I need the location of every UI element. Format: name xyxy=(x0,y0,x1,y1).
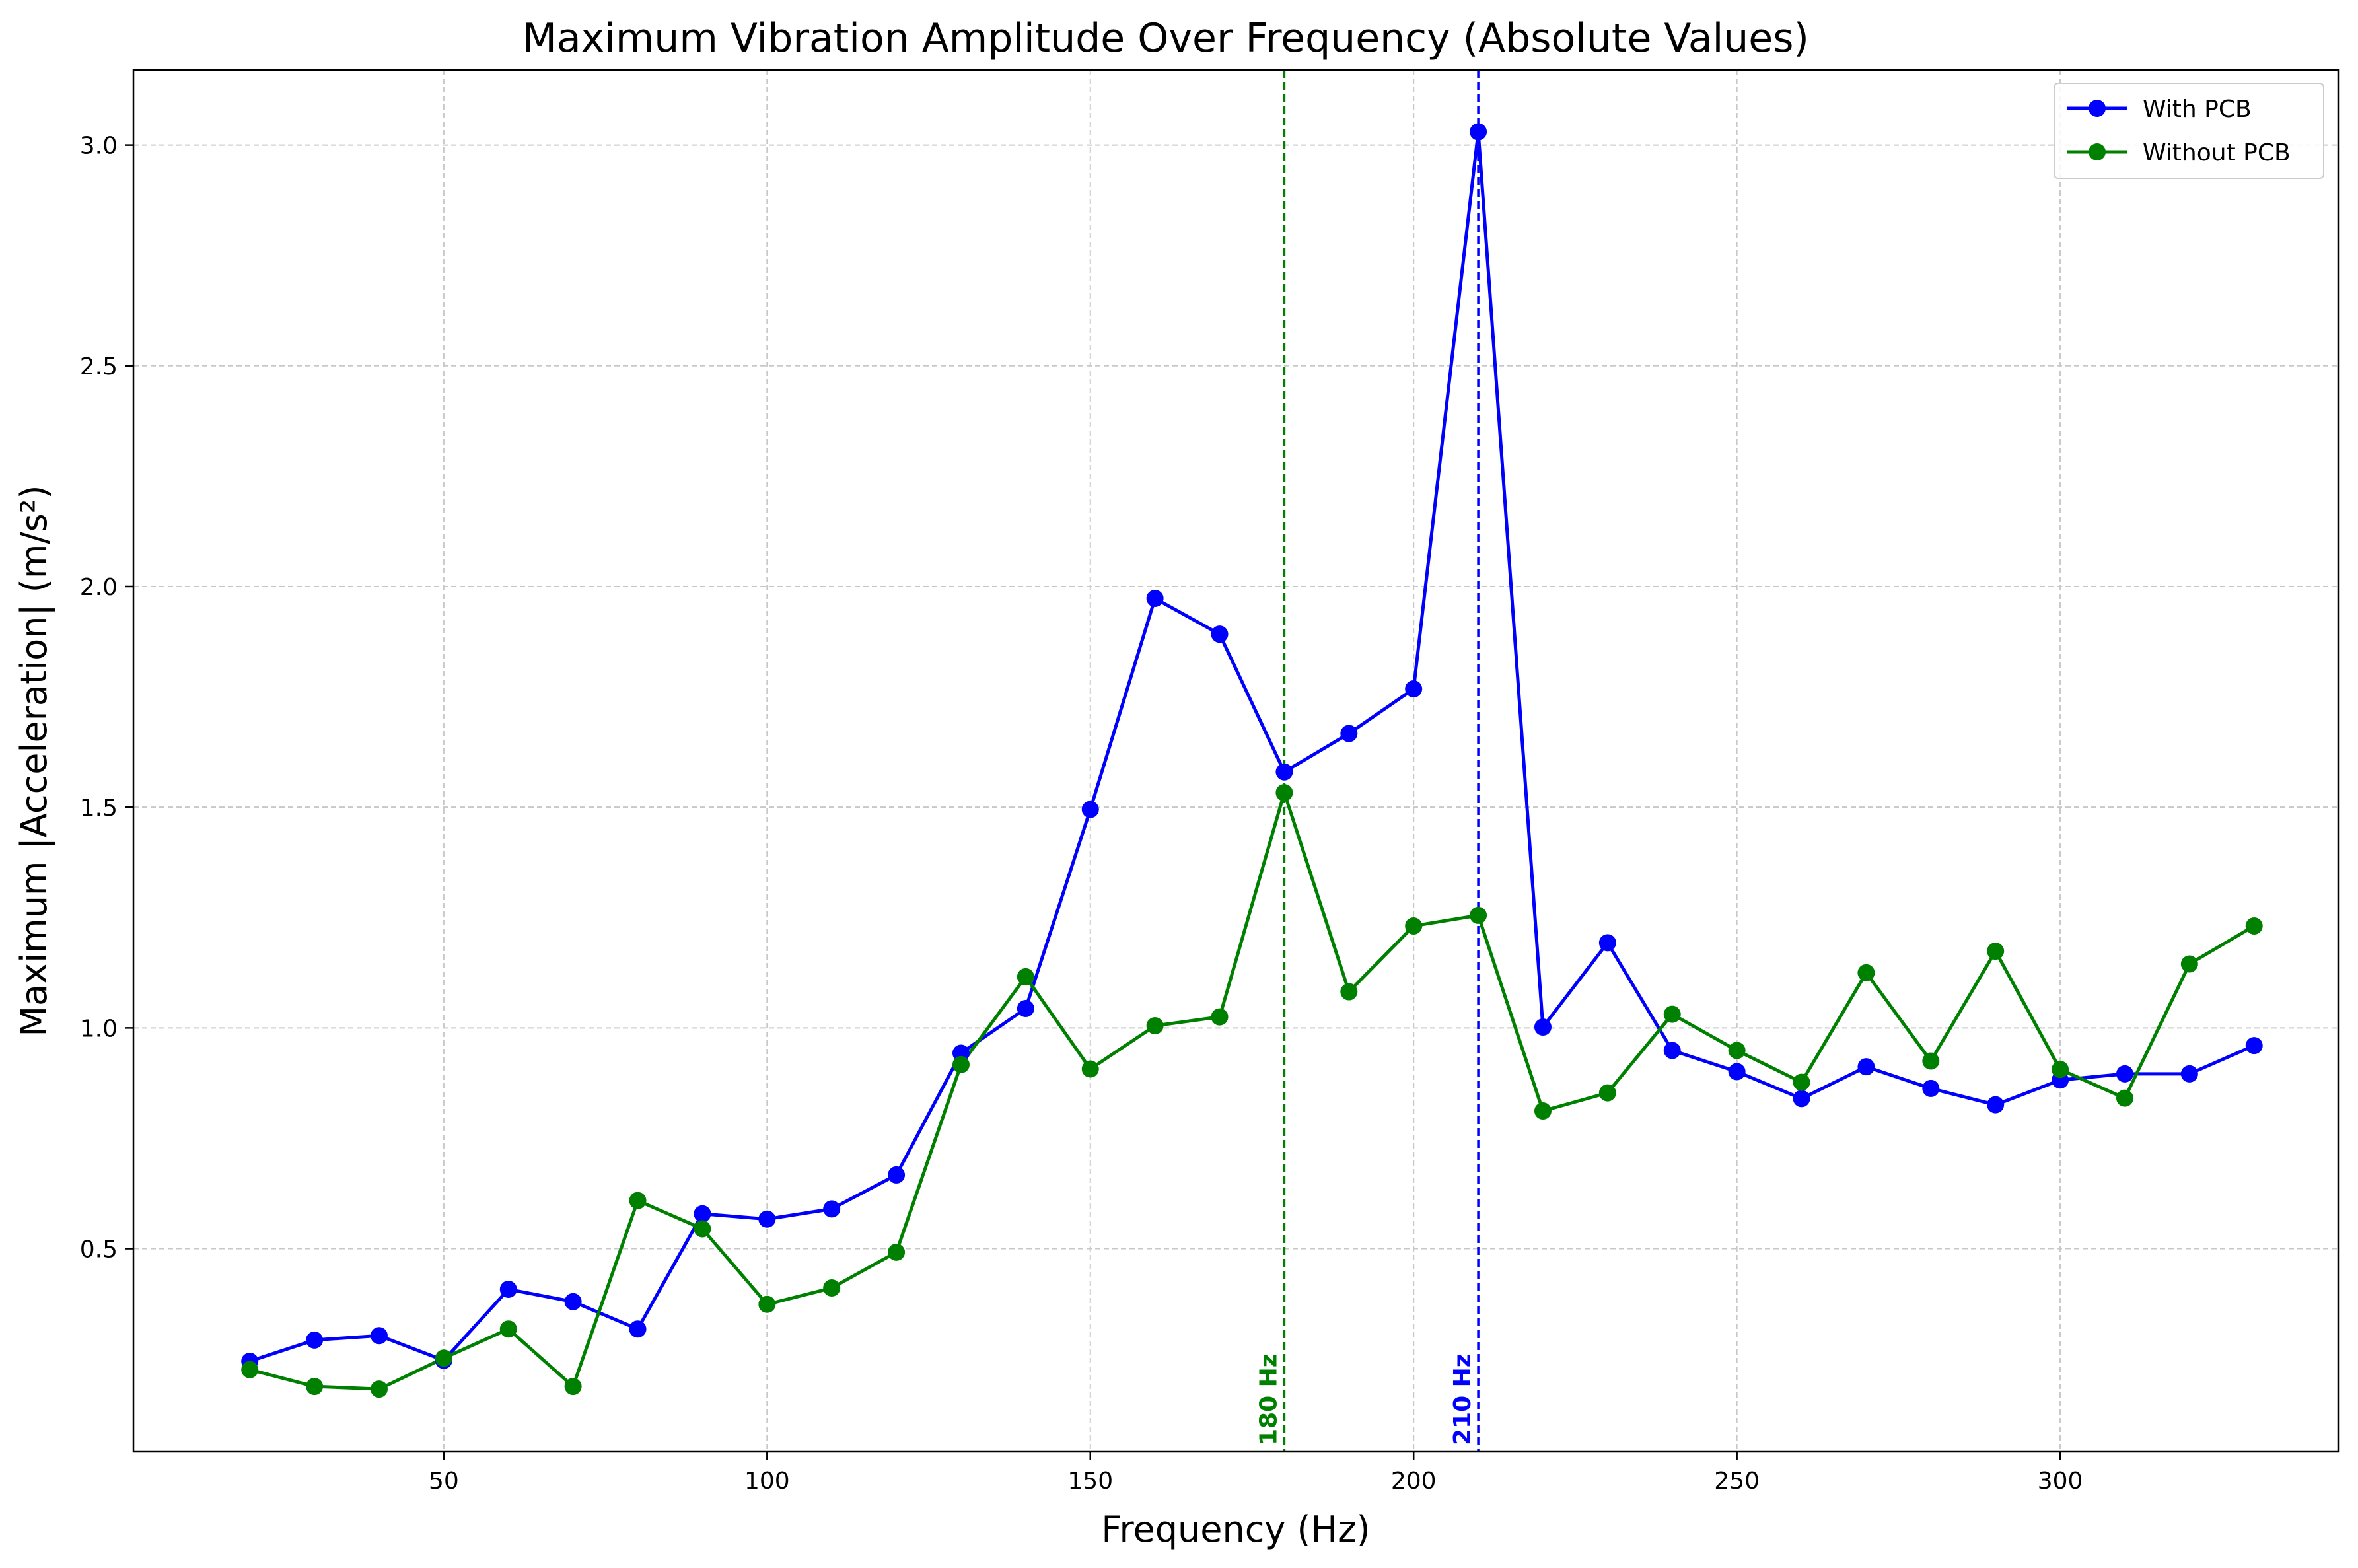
data-point-series-2 xyxy=(1470,906,1487,924)
series-points xyxy=(241,123,2263,1398)
data-point-series-1 xyxy=(499,1281,517,1299)
data-point-series-2 xyxy=(1405,917,1423,935)
data-point-series-1 xyxy=(1663,1042,1681,1059)
data-point-series-1 xyxy=(1922,1079,1940,1097)
y-tick-label: 1.5 xyxy=(80,795,118,822)
data-point-series-1 xyxy=(629,1320,647,1338)
data-point-series-1 xyxy=(1211,625,1229,643)
data-point-series-1 xyxy=(1017,999,1034,1017)
data-point-series-1 xyxy=(1405,680,1423,698)
legend: With PCB Without PCB xyxy=(2054,83,2324,179)
data-point-series-2 xyxy=(2245,917,2263,935)
data-point-series-2 xyxy=(1017,968,1034,985)
plot-frame xyxy=(132,69,2340,1453)
x-tick-label: 100 xyxy=(744,1468,790,1495)
data-point-series-2 xyxy=(1275,784,1293,802)
data-point-series-2 xyxy=(1211,1008,1229,1026)
data-point-series-1 xyxy=(888,1166,906,1184)
chart-title: Maximum Vibration Amplitude Over Frequen… xyxy=(522,15,1809,61)
data-point-series-1 xyxy=(1470,123,1487,141)
annotation-label: 180 Hz xyxy=(1255,1353,1282,1445)
y-tick-label: 0.5 xyxy=(80,1236,118,1264)
data-point-series-2 xyxy=(1728,1042,1746,1059)
data-point-series-1 xyxy=(758,1210,776,1228)
data-point-series-2 xyxy=(823,1279,841,1297)
data-point-series-1 xyxy=(1146,590,1164,608)
data-point-series-1 xyxy=(694,1205,711,1223)
data-point-series-1 xyxy=(2245,1037,2263,1055)
series-lines xyxy=(249,130,2256,1391)
x-tick-label: 250 xyxy=(1714,1468,1760,1495)
data-point-series-2 xyxy=(1793,1073,1810,1091)
data-point-series-2 xyxy=(370,1380,388,1398)
x-tick-label: 150 xyxy=(1067,1468,1113,1495)
data-point-series-2 xyxy=(1857,964,1875,981)
x-tick-label: 50 xyxy=(429,1468,459,1495)
data-point-series-2 xyxy=(1534,1102,1552,1120)
data-point-series-1 xyxy=(1275,763,1293,781)
data-point-series-1 xyxy=(306,1331,324,1349)
data-point-series-2 xyxy=(241,1361,259,1378)
data-point-series-2 xyxy=(952,1055,970,1073)
data-point-series-2 xyxy=(2052,1061,2069,1079)
y-tick-label: 2.0 xyxy=(80,574,118,601)
legend-marker xyxy=(2089,100,2106,117)
data-point-series-1 xyxy=(2116,1065,2133,1083)
data-point-series-1 xyxy=(370,1327,388,1345)
data-point-series-2 xyxy=(1598,1084,1616,1102)
series-line-1 xyxy=(249,130,2255,1363)
data-point-series-1 xyxy=(1534,1018,1552,1036)
x-axis-ticks: 50 100 150 200 250 300 xyxy=(429,1452,2083,1495)
data-point-series-2 xyxy=(499,1320,517,1338)
data-point-series-2 xyxy=(2116,1089,2133,1107)
data-point-series-1 xyxy=(564,1293,582,1310)
data-point-series-1 xyxy=(1728,1063,1746,1081)
data-point-series-2 xyxy=(435,1349,452,1367)
data-point-series-1 xyxy=(823,1200,841,1218)
y-tick-label: 1.0 xyxy=(80,1015,118,1042)
x-tick-label: 200 xyxy=(1391,1468,1437,1495)
data-point-series-1 xyxy=(1598,934,1616,952)
data-point-series-1 xyxy=(2180,1065,2198,1083)
data-point-series-2 xyxy=(1922,1052,1940,1070)
data-point-series-2 xyxy=(1081,1060,1099,1078)
data-point-series-2 xyxy=(2180,955,2198,973)
annotation-lines: 180 Hz 210 Hz xyxy=(1255,70,1480,1452)
y-tick-label: 3.0 xyxy=(80,133,118,160)
data-point-series-2 xyxy=(1340,983,1358,1001)
legend-label: Without PCB xyxy=(2143,139,2291,166)
legend-marker xyxy=(2089,143,2106,160)
data-point-series-2 xyxy=(888,1243,906,1261)
y-axis-ticks: 0.5 1.0 1.5 2.0 2.5 3.0 xyxy=(80,133,133,1264)
annotation-label: 210 Hz xyxy=(1449,1353,1476,1445)
series-line-2 xyxy=(249,791,2256,1391)
data-point-series-2 xyxy=(694,1220,711,1238)
y-axis-label: Maximum |Acceleration| (m/s²) xyxy=(13,485,55,1036)
data-point-series-2 xyxy=(1987,943,2005,960)
y-tick-label: 2.5 xyxy=(80,353,118,380)
legend-label: With PCB xyxy=(2143,96,2252,123)
legend-items: With PCB Without PCB xyxy=(2067,96,2291,166)
x-axis-label: Frequency (Hz) xyxy=(1101,1509,1370,1550)
data-point-series-1 xyxy=(1987,1096,2005,1114)
data-point-series-1 xyxy=(1857,1058,1875,1076)
data-point-series-2 xyxy=(1146,1017,1164,1035)
data-point-series-2 xyxy=(1663,1005,1681,1023)
data-point-series-2 xyxy=(758,1295,776,1313)
data-point-series-1 xyxy=(1793,1090,1810,1108)
data-point-series-1 xyxy=(1340,725,1358,742)
x-tick-label: 300 xyxy=(2038,1468,2083,1495)
data-point-series-1 xyxy=(1081,801,1099,818)
data-point-series-2 xyxy=(564,1378,582,1396)
data-point-series-2 xyxy=(629,1192,647,1209)
data-point-series-2 xyxy=(306,1378,324,1396)
